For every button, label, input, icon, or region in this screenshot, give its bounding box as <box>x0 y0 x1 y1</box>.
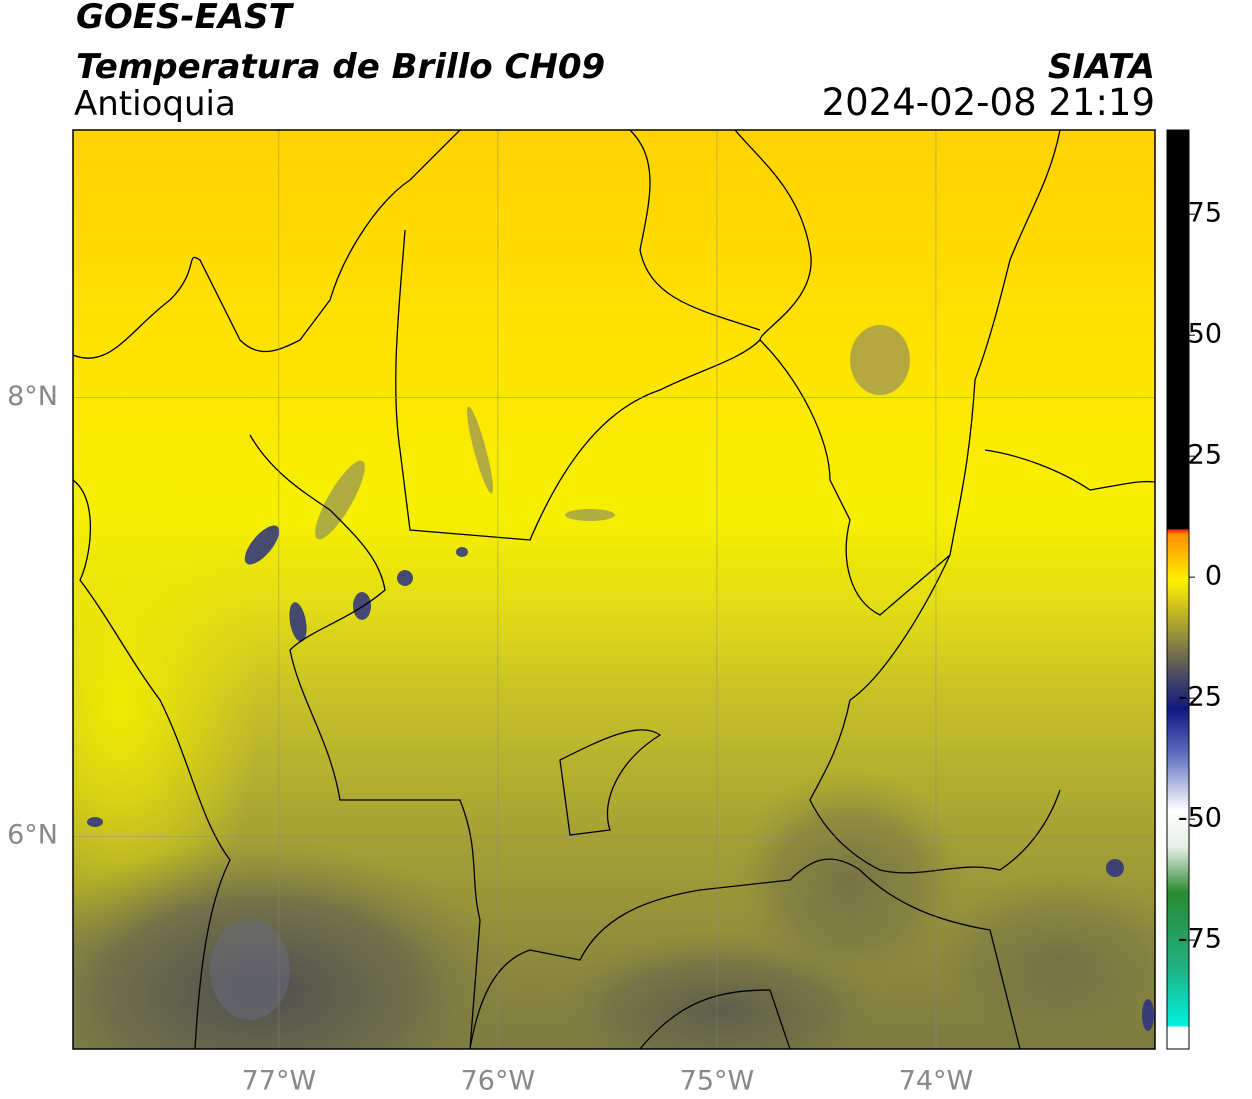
colorbar-label: -25 <box>1178 682 1222 713</box>
colorbar-label: 75 <box>1188 198 1222 229</box>
grid <box>73 130 1155 1049</box>
x-tick-label: 76°W <box>461 1066 536 1097</box>
x-tick-label: 74°W <box>899 1066 974 1097</box>
colorbar <box>1166 129 1190 1050</box>
map-image <box>73 130 1155 1049</box>
colorbar-label: 50 <box>1188 319 1222 350</box>
source: SIATA <box>1048 47 1155 87</box>
x-tick-label: 75°W <box>680 1066 755 1097</box>
colorbar-label: -50 <box>1178 803 1222 834</box>
title: GOES-EAST <box>76 0 295 37</box>
y-tick-label: 8°N <box>7 381 58 412</box>
subtitle: Temperatura de Brillo CH09 <box>76 47 605 87</box>
colorbar-label: -75 <box>1178 924 1222 955</box>
colorbar-label: 25 <box>1188 440 1222 471</box>
timestamp: 2024-02-08 21:19 <box>822 81 1155 124</box>
colorbar-label: 0 <box>1205 561 1222 592</box>
y-tick-label: 6°N <box>7 820 58 851</box>
map-frame <box>72 129 1156 1050</box>
region: Antioquia <box>74 84 236 124</box>
x-tick-label: 77°W <box>242 1066 317 1097</box>
